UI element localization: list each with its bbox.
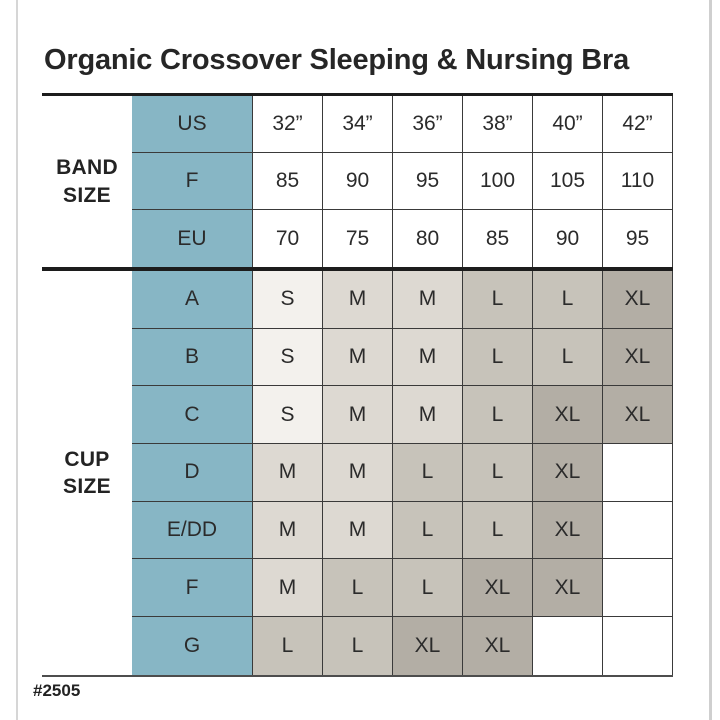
cup-cell: L [463,328,533,387]
band-cell: 80 [393,210,463,267]
band-cell: 36” [393,96,463,153]
band-cell: 95 [393,153,463,210]
cup-cell: L [463,386,533,445]
cup-row-label: D [132,444,253,502]
cup-row-label: A [132,271,253,329]
cup-row-label: G [132,617,253,675]
cup-cell: XL [463,559,533,618]
page-edge-left [16,0,18,720]
band-cell: 85 [253,153,323,210]
cup-cell [603,559,673,618]
cup-cell: M [323,328,393,387]
band-cell: 100 [463,153,533,210]
cup-cell: L [323,559,393,618]
band-row-label: EU [132,210,253,267]
cup-cell: M [253,501,323,560]
cup-cell: M [393,271,463,329]
cup-cell: L [393,444,463,502]
cup-cell: M [323,501,393,560]
cup-cell [603,501,673,560]
band-cell: 75 [323,210,393,267]
cup-cell: L [393,559,463,618]
cup-cell: XL [463,617,533,675]
band-cell: 40” [533,96,603,153]
band-row-label: US [132,96,253,153]
cup-cell: XL [533,559,603,618]
cup-cell: XL [533,501,603,560]
band-cell: 85 [463,210,533,267]
cup-cell: M [393,328,463,387]
cup-cell: S [253,386,323,445]
cup-row-label: C [132,386,253,445]
cup-cell: L [393,501,463,560]
cup-cell: L [323,617,393,675]
cup-cell: M [253,444,323,502]
cup-cell: L [533,271,603,329]
cup-row-label: B [132,328,253,387]
cup-cell: M [323,444,393,502]
cup-cell: L [533,328,603,387]
cup-cell: XL [393,617,463,675]
cup-cell: M [253,559,323,618]
page-title: Organic Crossover Sleeping & Nursing Bra [44,44,630,76]
cup-cell: L [253,617,323,675]
band-cell: 42” [603,96,673,153]
band-cell: 105 [533,153,603,210]
cup-cell: S [253,271,323,329]
section-label-band-size: BAND SIZE [42,96,132,267]
band-cell: 70 [253,210,323,267]
cup-cell: XL [603,386,673,445]
cup-cell: S [253,328,323,387]
style-number: #2505 [33,681,81,700]
band-cell: 34” [323,96,393,153]
cup-cell: XL [533,386,603,445]
band-cell: 95 [603,210,673,267]
cup-cell [603,444,673,502]
cup-cell: XL [603,328,673,387]
cup-cell: M [323,386,393,445]
band-cell: 90 [323,153,393,210]
section-label-cup-size: CUP SIZE [42,271,132,675]
cup-cell [603,617,673,675]
band-cell: 32” [253,96,323,153]
cup-cell: L [463,271,533,329]
cup-cell [533,617,603,675]
size-chart-table: BAND SIZE US 32” 34” 36” 38” 40” 42” F 85 90 95 100 1… [42,93,673,677]
band-cell: 90 [533,210,603,267]
band-row-label: F [132,153,253,210]
band-cell: 110 [603,153,673,210]
cup-cell: XL [603,271,673,329]
cup-cell: L [463,444,533,502]
cup-row-label: F [132,559,253,618]
section-divider [42,267,673,271]
band-cell: 38” [463,96,533,153]
page-edge-right [709,0,712,720]
cup-cell: L [463,501,533,560]
cup-cell: M [393,386,463,445]
cup-cell: M [323,271,393,329]
cup-cell: XL [533,444,603,502]
cup-row-label: E/DD [132,501,253,560]
